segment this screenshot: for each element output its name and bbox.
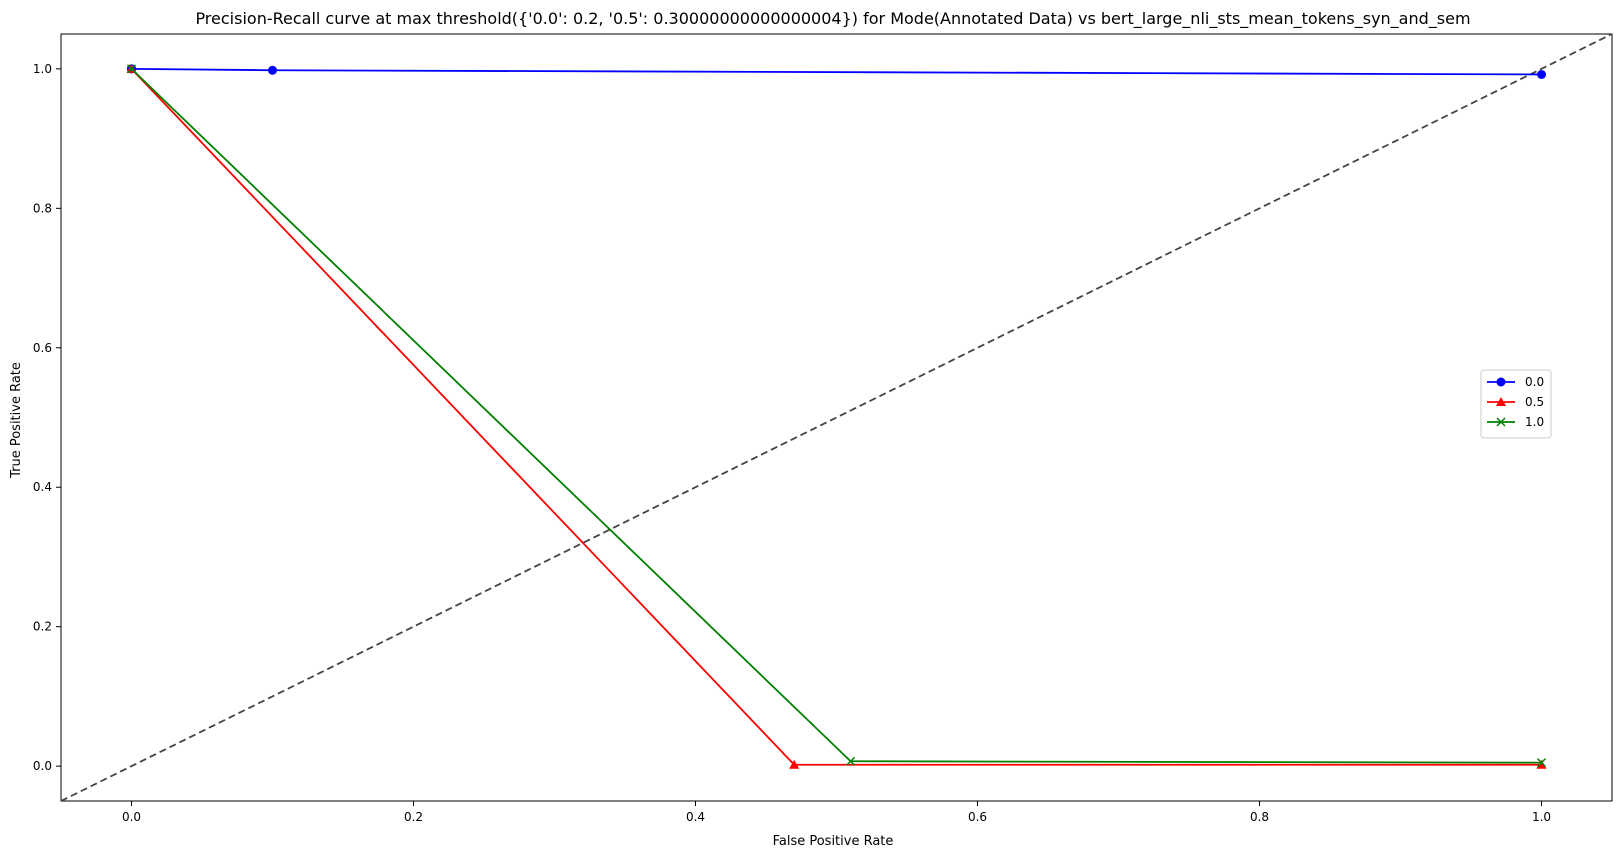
series-line-0.5 <box>130 68 1542 766</box>
legend-marker-0.5 <box>1496 397 1506 406</box>
legend: 0.0 0.5 1.0 <box>1480 369 1552 439</box>
y-tick-label: 0.0 <box>33 759 52 773</box>
legend-label-0.0: 0.0 <box>1525 375 1544 389</box>
x-tick-label: 0.0 <box>122 810 141 824</box>
legend-marker-0.0 <box>1496 377 1506 387</box>
data-point-0.5 <box>789 759 800 769</box>
x-tick-label: 0.4 <box>686 810 705 824</box>
x-tick-label: 0.2 <box>404 810 423 824</box>
series-line-1.0 <box>130 68 1542 764</box>
y-tick-label: 0.2 <box>33 620 52 634</box>
x-tick-label: 0.6 <box>968 810 987 824</box>
x-tick-label: 1.0 <box>1532 810 1551 824</box>
y-tick-label: 0.4 <box>33 480 52 494</box>
y-axis-label: True Positive Rate <box>9 362 24 479</box>
legend-marker-1.0 <box>1496 417 1506 427</box>
x-axis-label: False Positive Rate <box>773 834 894 849</box>
data-point-1.0 <box>846 756 856 766</box>
chart-title: Precision-Recall curve at max threshold(… <box>195 9 1470 29</box>
series-line-0.0 <box>131 67 1542 76</box>
y-tick-label: 1.0 <box>33 62 52 76</box>
reference-diagonal-line <box>61 34 1612 801</box>
x-tick-label: 0.8 <box>1250 810 1269 824</box>
axes-layer: 0.0 0.2 0.4 0.6 0.8 1.0 0.0 0.2 0.4 0.6 0.8 1.0 <box>33 33 1613 824</box>
data-point-0.5 <box>1536 759 1547 769</box>
legend-box <box>1480 369 1552 439</box>
legend-label-0.5: 0.5 <box>1525 395 1544 409</box>
y-tick-label: 0.6 <box>33 341 52 355</box>
y-tick-label: 0.8 <box>33 201 52 215</box>
data-point-1.0 <box>1536 758 1547 768</box>
axes-frame <box>60 33 1613 802</box>
data-point-0.0 <box>268 65 277 75</box>
plot-area <box>61 34 1612 801</box>
data-point-1.0 <box>126 64 137 74</box>
data-point-0.0 <box>1537 69 1546 79</box>
legend-label-1.0: 1.0 <box>1525 415 1544 429</box>
